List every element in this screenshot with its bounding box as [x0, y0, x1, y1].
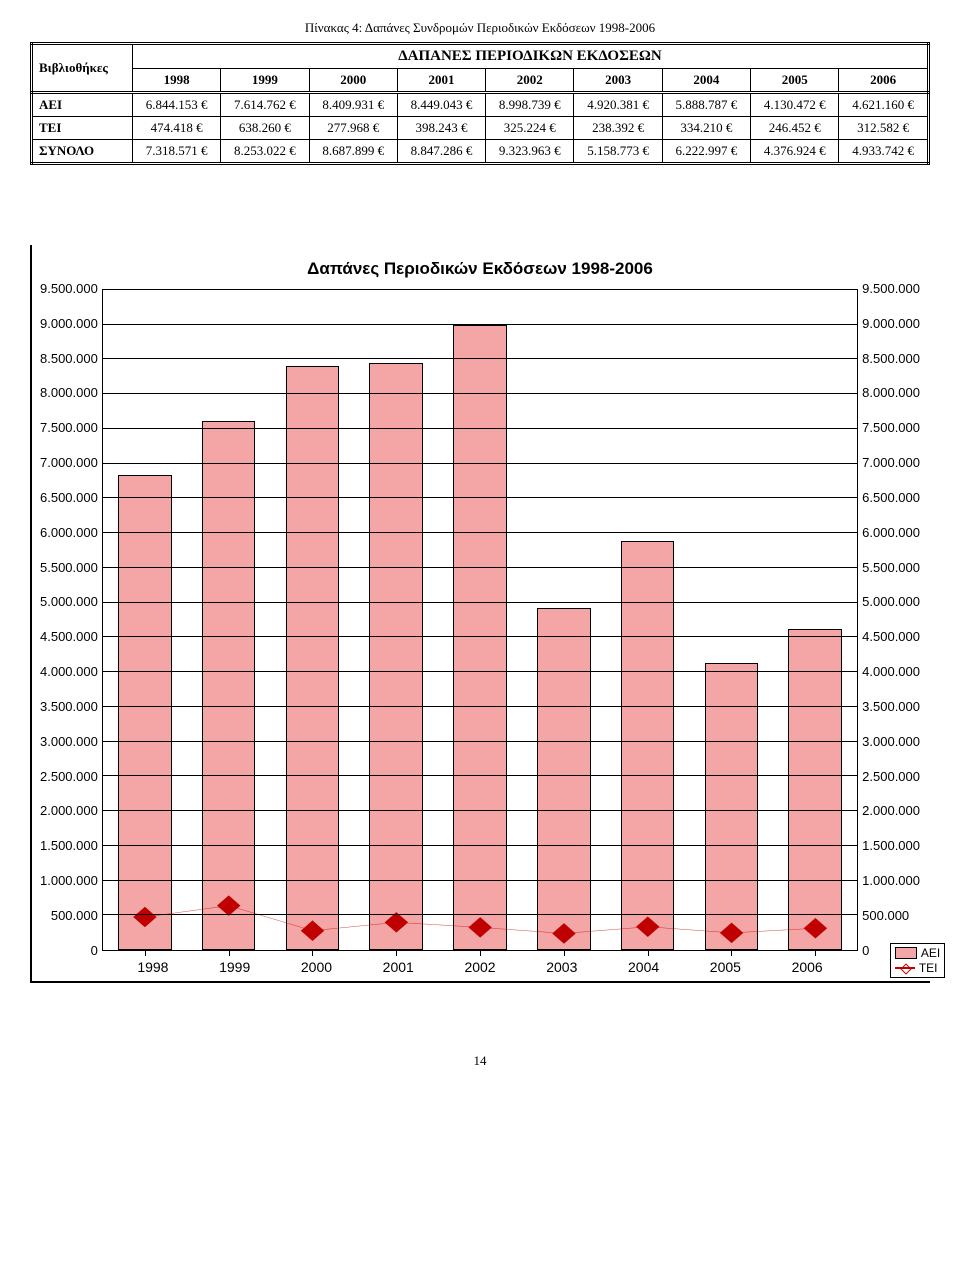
table-cell: 246.452 €	[751, 117, 839, 140]
table-cell: 638.260 €	[221, 117, 309, 140]
table-cell: 8.449.043 €	[397, 93, 485, 117]
table-cell: 8.847.286 €	[397, 140, 485, 164]
table-cell: 4.376.924 €	[751, 140, 839, 164]
table-cell: 8.409.931 €	[309, 93, 397, 117]
page-number: 14	[30, 1053, 930, 1069]
x-tick-label: 2002	[439, 959, 521, 975]
table-year-header: 2001	[397, 69, 485, 93]
table-row: ΤΕΙ474.418 €638.260 €277.968 €398.243 €3…	[32, 117, 929, 140]
table-cell: 4.621.160 €	[839, 93, 929, 117]
table-row-label: ΑΕΙ	[32, 93, 133, 117]
y-axis-left: 0500.0001.000.0001.500.0002.000.0002.500…	[40, 289, 102, 951]
table-year-header: 2000	[309, 69, 397, 93]
table-cell: 4.933.742 €	[839, 140, 929, 164]
table-cell: 6.222.997 €	[662, 140, 750, 164]
line-marker	[390, 917, 403, 928]
table-row-label: ΣΥΝΟΛΟ	[32, 140, 133, 164]
table-cell: 8.998.739 €	[486, 93, 574, 117]
y-axis-right: 0500.0001.000.0001.500.0002.000.0002.500…	[858, 289, 920, 951]
line-marker	[138, 911, 151, 922]
x-axis: 199819992000200120022003200420052006	[40, 959, 920, 975]
table-cell: 8.253.022 €	[221, 140, 309, 164]
x-tick-label: 2006	[766, 959, 848, 975]
table-year-header: 2003	[574, 69, 662, 93]
table-cell: 312.582 €	[839, 117, 929, 140]
line-marker	[222, 900, 235, 911]
table-cell: 7.318.571 €	[132, 140, 220, 164]
x-tick-label: 1999	[194, 959, 276, 975]
table-row: ΑΕΙ6.844.153 €7.614.762 €8.409.931 €8.44…	[32, 93, 929, 117]
x-tick-label: 1998	[112, 959, 194, 975]
table-year-header: 2006	[839, 69, 929, 93]
table-year-header: 1998	[132, 69, 220, 93]
line-marker	[557, 928, 570, 939]
line-marker	[306, 925, 319, 936]
line-marker	[809, 923, 822, 934]
chart-container: Δαπάνες Περιοδικών Εκδόσεων 1998-2006 05…	[30, 245, 930, 983]
x-tick-label: 2003	[521, 959, 603, 975]
table-cell: 8.687.899 €	[309, 140, 397, 164]
table-year-header: 2005	[751, 69, 839, 93]
table-header-row: 199819992000200120022003200420052006	[32, 69, 929, 93]
table-caption: Πίνακας 4: Δαπάνες Συνδρομών Περιοδικών …	[30, 20, 930, 36]
table-cell: 238.392 €	[574, 117, 662, 140]
line-marker	[474, 922, 487, 933]
table-cell: 474.418 €	[132, 117, 220, 140]
table-cell: 398.243 €	[397, 117, 485, 140]
table-cell: 5.888.787 €	[662, 93, 750, 117]
data-table: Βιβλιοθήκες ΔΑΠΑΝΕΣ ΠΕΡΙΟΔΙΚΩΝ ΕΚΔΟΣΕΩΝ …	[30, 42, 930, 165]
table-row: ΣΥΝΟΛΟ7.318.571 €8.253.022 €8.687.899 €8…	[32, 140, 929, 164]
table-cell: 4.130.472 €	[751, 93, 839, 117]
x-tick-label: 2000	[276, 959, 358, 975]
table-cell: 277.968 €	[309, 117, 397, 140]
chart-plot-area: ΑΕΙ ΤΕΙ	[102, 289, 858, 951]
legend-bar-icon	[895, 947, 917, 959]
legend-bar-label: ΑΕΙ	[921, 946, 940, 960]
table-cell: 4.920.381 €	[574, 93, 662, 117]
chart-legend: ΑΕΙ ΤΕΙ	[890, 943, 945, 978]
table-cell: 9.323.963 €	[486, 140, 574, 164]
table-year-header: 2004	[662, 69, 750, 93]
table-row-label: ΤΕΙ	[32, 117, 133, 140]
legend-line-label: ΤΕΙ	[919, 961, 938, 975]
table-cell: 5.158.773 €	[574, 140, 662, 164]
table-cell: 7.614.762 €	[221, 93, 309, 117]
table-cell: 6.844.153 €	[132, 93, 220, 117]
chart-title: Δαπάνες Περιοδικών Εκδόσεων 1998-2006	[40, 259, 920, 279]
legend-line-icon	[895, 967, 915, 969]
line-marker	[641, 921, 654, 932]
line-marker	[725, 927, 738, 938]
table-corner: Βιβλιοθήκες	[32, 44, 133, 93]
x-tick-label: 2005	[684, 959, 766, 975]
table-title: ΔΑΠΑΝΕΣ ΠΕΡΙΟΔΙΚΩΝ ΕΚΔΟΣΕΩΝ	[132, 44, 928, 69]
x-tick-label: 2004	[603, 959, 685, 975]
table-cell: 325.224 €	[486, 117, 574, 140]
table-year-header: 1999	[221, 69, 309, 93]
x-tick-label: 2001	[357, 959, 439, 975]
table-year-header: 2002	[486, 69, 574, 93]
line-series-svg	[103, 290, 857, 950]
table-cell: 334.210 €	[662, 117, 750, 140]
